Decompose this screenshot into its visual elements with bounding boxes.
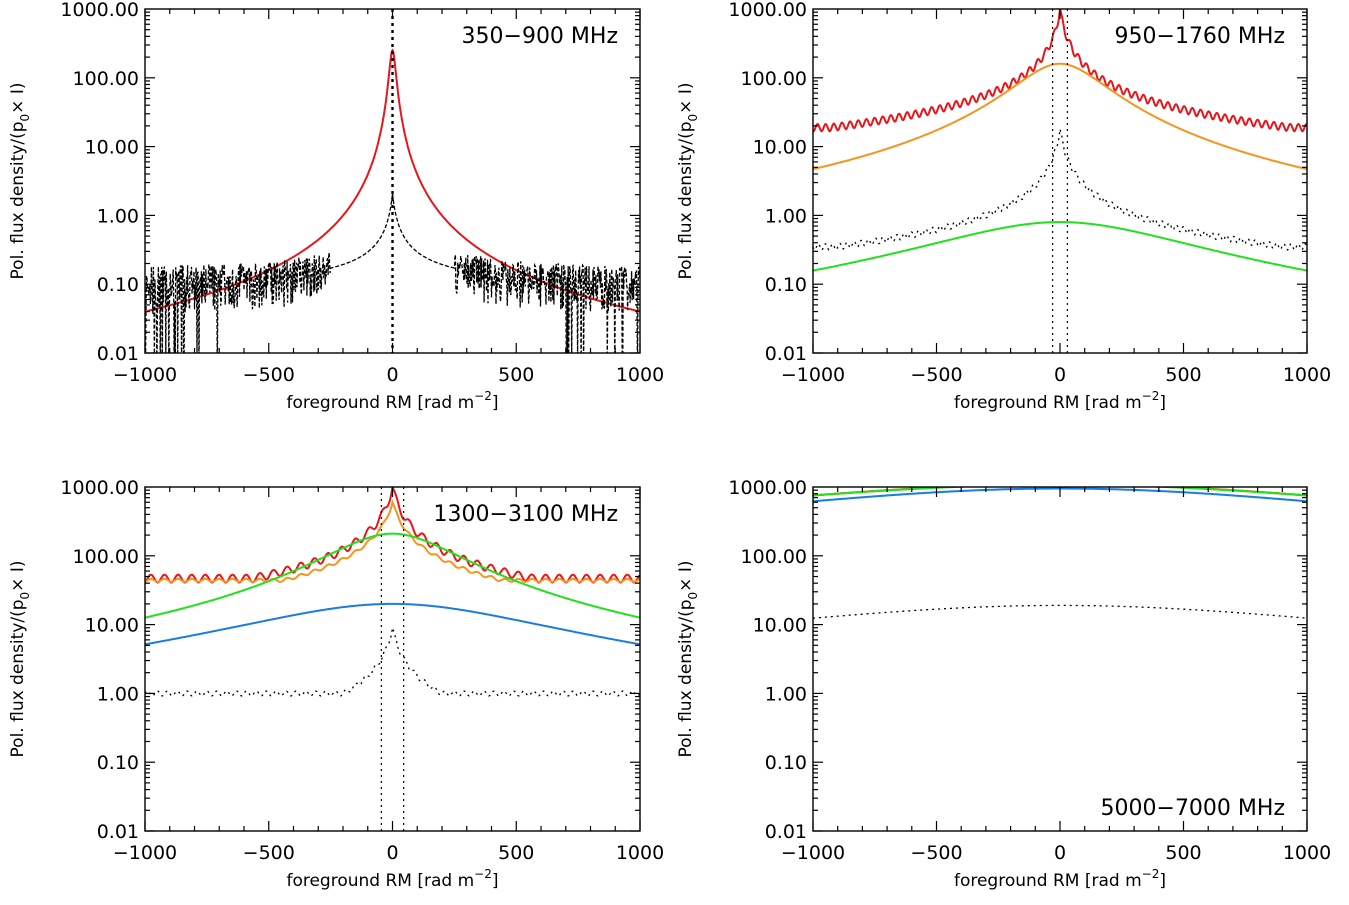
y-axis-label: Pol. flux density/(p0× I) [8, 83, 32, 280]
y-tick-label: 1.00 [765, 205, 807, 227]
x-tick-label: −500 [910, 364, 962, 386]
x-axis-label: foreground RM [rad m−2] [286, 389, 498, 413]
y-tick-label: 1000.00 [728, 477, 807, 499]
y-tick-label: 0.10 [97, 752, 139, 774]
series-line-1 [145, 48, 640, 313]
y-tick-label: 100.00 [741, 546, 807, 568]
y-tick-label: 100.00 [741, 68, 807, 90]
series-line-3 [145, 532, 640, 619]
series-line-2 [145, 193, 640, 353]
x-axis-label: foreground RM [rad m−2] [954, 389, 1166, 413]
y-tick-label: 100.00 [73, 68, 139, 90]
series-line-2 [813, 62, 1307, 171]
series-line-3 [813, 487, 1307, 497]
series-line-1 [813, 9, 1307, 133]
frequency-band-label: 5000−7000 MHz [1101, 796, 1285, 821]
frequency-band-label: 350−900 MHz [462, 24, 618, 49]
series-line-4 [145, 602, 640, 646]
chart-panel-bottom-left: −1000 −500 0 500 1000 1000.00 100.00 10.00 1.00 0… [8, 477, 664, 891]
y-tick-label: 100.00 [73, 546, 139, 568]
x-tick-label: −500 [910, 842, 962, 864]
x-tick-label: 0 [1054, 842, 1066, 864]
x-tick-label: 500 [498, 842, 534, 864]
y-tick-label: 0.01 [765, 821, 807, 843]
x-tick-label: −500 [243, 842, 295, 864]
x-tick-label: 1000 [1283, 364, 1331, 386]
y-tick-label: 10.00 [753, 137, 807, 159]
series-line-5 [145, 627, 640, 697]
series-line-3 [813, 128, 1307, 251]
y-tick-label: 1.00 [97, 683, 139, 705]
y-tick-label: 1.00 [97, 205, 139, 227]
x-tick-label: 500 [1165, 842, 1201, 864]
series-line-5 [813, 604, 1307, 619]
x-axis-label: foreground RM [rad m−2] [954, 867, 1166, 891]
x-tick-label: −1000 [781, 842, 845, 864]
x-tick-label: 1000 [1283, 842, 1331, 864]
y-axis-label: Pol. flux density/(p0× I) [8, 561, 32, 758]
y-tick-label: 1000.00 [728, 0, 807, 21]
x-tick-label: −1000 [113, 364, 177, 386]
series-line-2 [145, 498, 640, 583]
x-tick-label: 1000 [616, 364, 664, 386]
frequency-band-label: 950−1760 MHz [1115, 24, 1285, 49]
y-tick-label: 10.00 [753, 615, 807, 637]
chart-panel-bottom-right: −1000 −500 0 500 1000 1000.00 100.00 10.00 1.00 0… [676, 477, 1331, 891]
plot-frame [812, 8, 1308, 354]
plot-frame [812, 486, 1308, 832]
y-tick-label: 10.00 [85, 137, 139, 159]
x-tick-label: 0 [386, 364, 398, 386]
series-line-4 [813, 221, 1307, 272]
x-tick-label: 0 [386, 842, 398, 864]
y-tick-label: 0.01 [97, 821, 139, 843]
x-tick-label: 500 [1165, 364, 1201, 386]
x-tick-label: 1000 [616, 842, 664, 864]
chart-panel-top-right: −1000 −500 0 500 1000 1000.00 100.00 10.00 1.00 0… [676, 0, 1331, 413]
x-tick-label: −1000 [113, 842, 177, 864]
frequency-band-label: 1300−3100 MHz [434, 502, 618, 527]
chart-panel-top-left: −1000 −500 0 500 1000 1000.00 100.00 10.00 1.00 0… [8, 0, 664, 413]
y-tick-label: 0.10 [765, 752, 807, 774]
y-tick-label: 0.01 [765, 343, 807, 365]
y-tick-label: 0.01 [97, 343, 139, 365]
y-axis-label: Pol. flux density/(p0× I) [676, 83, 700, 280]
x-tick-label: −500 [243, 364, 295, 386]
y-tick-label: 1000.00 [60, 0, 139, 21]
y-tick-label: 1.00 [765, 683, 807, 705]
x-tick-label: −1000 [781, 364, 845, 386]
y-tick-label: 0.10 [765, 274, 807, 296]
y-tick-label: 1000.00 [60, 477, 139, 499]
y-tick-label: 10.00 [85, 615, 139, 637]
plot-frame [144, 486, 641, 832]
y-tick-label: 0.10 [97, 274, 139, 296]
x-axis-label: foreground RM [rad m−2] [286, 867, 498, 891]
x-tick-label: 0 [1054, 364, 1066, 386]
y-axis-label: Pol. flux density/(p0× I) [676, 561, 700, 758]
x-tick-label: 500 [498, 364, 534, 386]
